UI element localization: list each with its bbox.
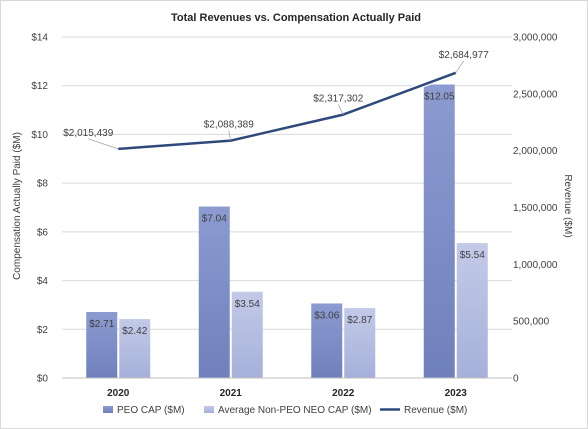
- revenue-data-label: $2,317,302: [313, 94, 363, 105]
- right-tick-label: 2,000,000: [513, 146, 558, 157]
- revenue-data-label: $2,684,977: [439, 50, 489, 61]
- revenue-line-halo: [118, 70, 457, 152]
- right-tick-label: 500,000: [513, 317, 550, 328]
- left-axis-label: Compensation Actually Paid ($M): [12, 132, 23, 280]
- bar-neo-cap: [231, 291, 263, 378]
- right-axis-label: Revenue ($M): [562, 174, 573, 237]
- bar-label-peo-cap: $12.05: [424, 91, 455, 102]
- left-tick-label: $2: [37, 325, 49, 336]
- revenue-leader-line: [337, 104, 344, 115]
- left-tick-label: $14: [31, 33, 48, 44]
- x-tick-label: 2022: [332, 388, 355, 399]
- legend: PEO CAP ($M) Average Non-PEO NEO CAP ($M)…: [103, 405, 467, 416]
- revenue-data-label: $2,088,389: [204, 120, 254, 131]
- legend-swatch-neo-cap: [204, 406, 214, 413]
- revenue-data-label: $2,015,439: [63, 128, 113, 139]
- bar-peo-cap: [311, 303, 343, 378]
- bar-neo-cap: [119, 319, 151, 378]
- right-tick-label: 2,500,000: [513, 89, 558, 100]
- bar-peo-cap: [423, 84, 455, 378]
- x-axis-ticks: 2020 2021 2022 2023: [107, 388, 467, 399]
- left-tick-label: $12: [31, 81, 48, 92]
- revenue-line: [118, 71, 457, 151]
- right-tick-label: 3,000,000: [513, 33, 558, 44]
- left-tick-label: $4: [37, 276, 49, 287]
- right-tick-label: 1,000,000: [513, 260, 558, 271]
- right-axis-ticks: 0 500,000 1,000,000 1,500,000 2,000,000 2,500…: [513, 33, 558, 385]
- bar-label-peo-cap: $7.04: [202, 214, 227, 225]
- legend-label-peo-cap: PEO CAP ($M): [117, 405, 185, 416]
- left-axis-ticks: $0 $2 $4 $6 $8 $10 $12 $14: [31, 33, 48, 385]
- x-tick-label: 2021: [220, 388, 243, 399]
- bar-label-neo-cap: $3.54: [235, 299, 260, 310]
- x-tick-label: 2020: [107, 388, 130, 399]
- chart-title: Total Revenues vs. Compensation Actually…: [171, 12, 421, 24]
- x-tick-label: 2023: [445, 388, 468, 399]
- revenue-leader-line: [88, 138, 119, 150]
- left-tick-label: $10: [31, 130, 48, 141]
- bar-label-neo-cap: $2.87: [347, 315, 372, 326]
- bar-peo-cap: [198, 206, 230, 378]
- legend-label-neo-cap: Average Non-PEO NEO CAP ($M): [218, 405, 372, 416]
- bar-label-neo-cap: $5.54: [460, 250, 485, 261]
- left-tick-label: $0: [37, 374, 49, 385]
- right-tick-label: 0: [513, 374, 519, 385]
- revenue-line-series: $2,015,439 $2,088,389 $2,317,302 $2,684,977: [63, 50, 489, 152]
- bar-label-peo-cap: $2.71: [89, 319, 114, 330]
- left-tick-label: $8: [37, 179, 49, 190]
- right-tick-label: 1,500,000: [513, 203, 558, 214]
- bar-data-labels: $2.71 $2.42 $7.04 $3.54 $3.06 $2.87 $12.05 $5.5…: [89, 91, 485, 337]
- revenue-leader-line: [228, 130, 232, 141]
- legend-label-revenue: Revenue ($M): [404, 405, 467, 416]
- bar-series: [86, 84, 488, 378]
- bar-neo-cap: [456, 243, 488, 378]
- left-tick-label: $6: [37, 227, 49, 238]
- bar-label-peo-cap: $3.06: [314, 310, 339, 321]
- revenue-leader-line: [455, 60, 465, 74]
- bar-label-neo-cap: $2.42: [122, 326, 147, 337]
- bar-neo-cap: [344, 308, 376, 378]
- legend-swatch-peo-cap: [103, 406, 113, 413]
- bar-peo-cap: [86, 311, 118, 378]
